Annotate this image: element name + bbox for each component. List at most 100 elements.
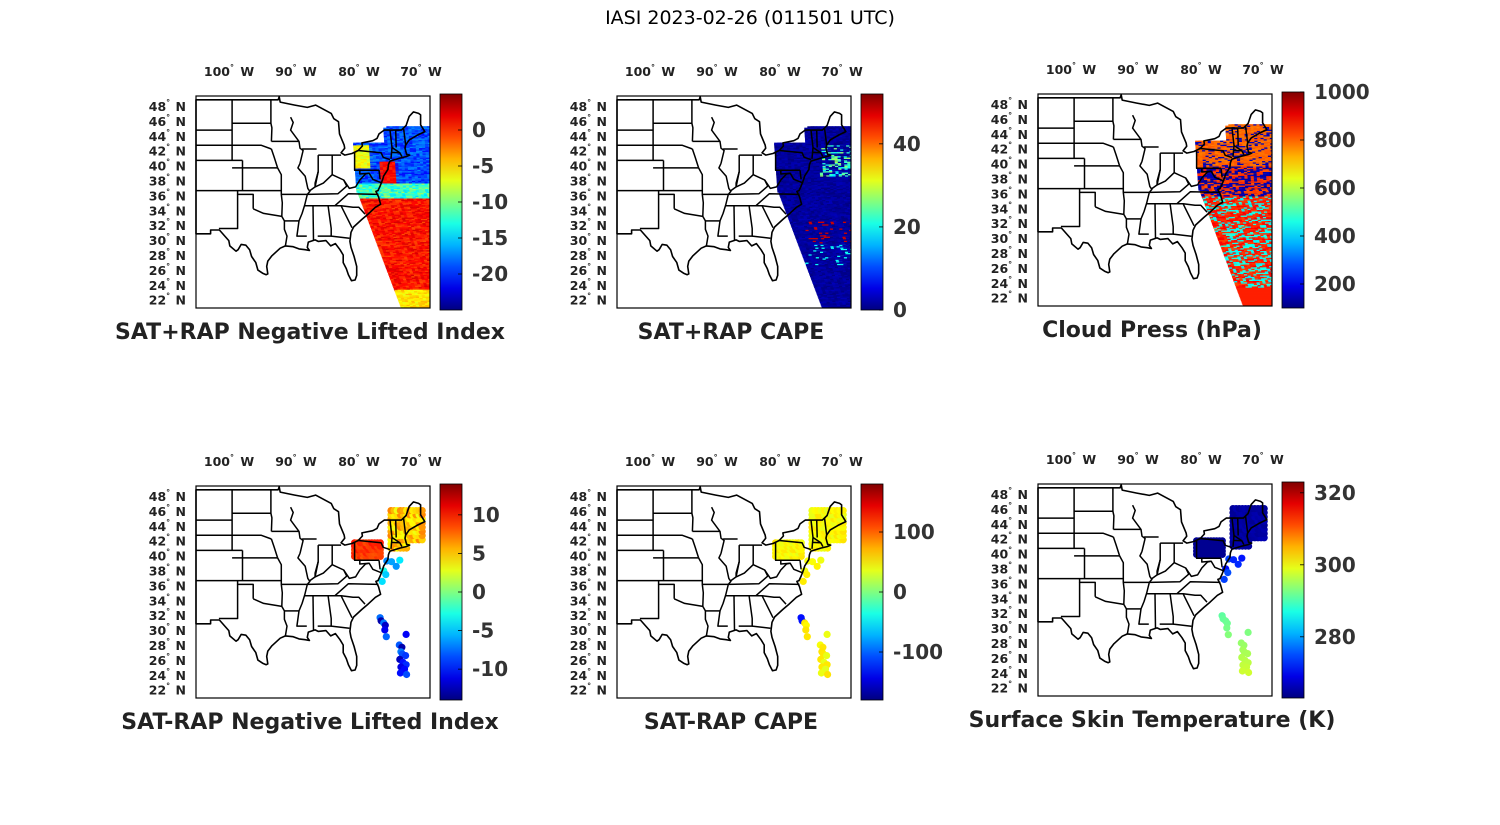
latitude-tick-label: 32° N <box>149 217 186 233</box>
colorbar-tick-label: 100 <box>893 520 935 544</box>
colorbar <box>1281 91 1305 309</box>
colorbar-tick-label: 5 <box>472 541 486 565</box>
colorbar-tick-label: 0 <box>472 118 486 142</box>
longitude-tick-label: 70° W <box>821 63 863 79</box>
longitude-tick-label: 90° W <box>1117 61 1159 77</box>
map-plot: 100° W 90° W 80° W 70° W 48° N46° N44° N42° … <box>991 451 1356 699</box>
latitude-tick-label: 42° N <box>991 141 1028 157</box>
latitude-tick-label: 48° N <box>149 98 186 114</box>
map-plot: 100° W 90° W 80° W 70° W 48° N46° N44° N42° … <box>570 453 943 701</box>
latitude-tick-label: 28° N <box>570 637 607 653</box>
longitude-tick-label: 100° W <box>625 63 675 79</box>
latitude-tick-label: 24° N <box>149 277 186 293</box>
latitude-tick-label: 40° N <box>991 156 1028 172</box>
colorbar-tick-label: 800 <box>1314 128 1356 152</box>
latitude-tick-label: 34° N <box>991 590 1028 606</box>
latitude-tick-label: 26° N <box>991 260 1028 276</box>
longitude-tick-label: 100° W <box>204 63 254 79</box>
longitude-tick-label: 80° W <box>338 63 380 79</box>
longitude-tick-label: 80° W <box>759 63 801 79</box>
observation-dots <box>772 507 847 679</box>
panel-title: SAT+RAP Negative Lifted Index <box>115 320 505 345</box>
colorbar-tick-label: -5 <box>472 619 494 643</box>
colorbar-tick-label: 600 <box>1314 176 1356 200</box>
map-frame <box>195 485 431 699</box>
colorbar-tick-label: -100 <box>893 640 943 664</box>
longitude-tick-label: 90° W <box>275 453 317 469</box>
longitude-tick-label: 70° W <box>400 453 442 469</box>
panel-sat-minus-rap-negative-lifted-index: 100° W 90° W 80° W 70° W 48° N 46° N 44° N 42° … <box>100 448 520 748</box>
latitude-tick-label: 34° N <box>991 200 1028 216</box>
latitude-tick-label: 32° N <box>991 215 1028 231</box>
latitude-tick-label: 32° N <box>991 605 1028 621</box>
longitude-tick-label: 80° W <box>1180 451 1222 467</box>
longitude-tick-label: 100° W <box>1046 61 1096 77</box>
longitude-tick-label: 100° W <box>625 453 675 469</box>
latitude-tick-label: 32° N <box>570 217 607 233</box>
latitude-tick-label: 30° N <box>570 232 607 248</box>
latitude-tick-label: 46° N <box>149 503 186 519</box>
latitude-tick-label: 40° N <box>149 158 186 174</box>
map-frame <box>1037 93 1273 307</box>
latitude-tick-label: 30° N <box>570 622 607 638</box>
latitude-tick-label: 24° N <box>570 277 607 293</box>
colorbar-tick-label: 400 <box>1314 224 1356 248</box>
panel-title: Cloud Press (hPa) <box>1042 318 1262 343</box>
latitude-tick-label: 36° N <box>570 187 607 203</box>
latitude-tick-label: 30° N <box>991 620 1028 636</box>
longitude-tick-label: 90° W <box>275 63 317 79</box>
latitude-tick-label: 46° N <box>570 503 607 519</box>
longitude-tick-label: 70° W <box>1242 61 1284 77</box>
latitude-tick-label: 24° N <box>149 667 186 683</box>
panel-title: Surface Skin Temperature (K) <box>968 708 1336 733</box>
latitude-tick-label: 28° N <box>149 637 186 653</box>
latitude-tick-label: 26° N <box>570 262 607 278</box>
latitude-tick-label: 46° N <box>149 113 186 129</box>
latitude-tick-label: 36° N <box>991 185 1028 201</box>
latitude-tick-label: 26° N <box>570 652 607 668</box>
latitude-tick-label: 30° N <box>991 230 1028 246</box>
latitude-tick-label: 34° N <box>149 202 186 218</box>
latitude-tick-label: 28° N <box>149 247 186 263</box>
latitude-tick-label: 34° N <box>570 592 607 608</box>
map-boundaries <box>1037 93 1268 280</box>
latitude-tick-label: 28° N <box>991 635 1028 651</box>
latitude-tick-label: 36° N <box>570 577 607 593</box>
latitude-tick-label: 48° N <box>991 96 1028 112</box>
colorbar-tick-label: 1000 <box>1314 80 1370 104</box>
latitude-tick-label: 22° N <box>570 292 607 308</box>
latitude-tick-label: 42° N <box>149 143 186 159</box>
latitude-tick-label: 36° N <box>149 577 186 593</box>
longitude-tick-label: 90° W <box>696 453 738 469</box>
colorbar-tick-label: -15 <box>472 226 508 250</box>
latitude-tick-label: 36° N <box>149 187 186 203</box>
latitude-tick-label: 22° N <box>149 682 186 698</box>
latitude-tick-label: 42° N <box>570 533 607 549</box>
colorbar-tick-label: 40 <box>893 132 921 156</box>
map-frame <box>616 95 852 309</box>
longitude-tick-label: 80° W <box>338 453 380 469</box>
colorbar-tick-label: 320 <box>1314 481 1356 505</box>
latitude-tick-label: 42° N <box>991 531 1028 547</box>
longitude-tick-label: 70° W <box>821 453 863 469</box>
satellite-swath <box>774 126 851 308</box>
latitude-tick-label: 24° N <box>991 665 1028 681</box>
latitude-tick-label: 48° N <box>570 488 607 504</box>
latitude-tick-label: 32° N <box>149 607 186 623</box>
latitude-tick-label: 22° N <box>149 292 186 308</box>
map-boundaries <box>616 95 847 282</box>
latitude-tick-label: 40° N <box>991 546 1028 562</box>
colorbar-tick-label: 200 <box>1314 272 1356 296</box>
latitude-tick-label: 30° N <box>149 232 186 248</box>
panel-sat-rap-negative-lifted-index: 100° W 90° W 80° W 70° W 48° N 46° N 44° N 42° … <box>100 58 520 358</box>
latitude-tick-label: 48° N <box>991 486 1028 502</box>
map-frame <box>616 485 852 699</box>
map-boundaries <box>195 485 426 672</box>
latitude-tick-label: 44° N <box>570 518 607 534</box>
latitude-tick-label: 34° N <box>570 202 607 218</box>
latitude-tick-label: 22° N <box>991 290 1028 306</box>
latitude-tick-label: 28° N <box>570 247 607 263</box>
colorbar-tick-label: 300 <box>1314 553 1356 577</box>
colorbar-tick-label: -5 <box>472 154 494 178</box>
longitude-tick-label: 70° W <box>1242 451 1284 467</box>
